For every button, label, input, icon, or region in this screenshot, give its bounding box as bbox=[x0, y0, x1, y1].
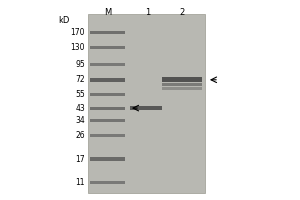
Text: 43: 43 bbox=[75, 104, 85, 113]
Bar bbox=[130, 106, 162, 110]
Bar bbox=[90, 93, 125, 96]
Bar bbox=[90, 107, 125, 110]
Text: kD: kD bbox=[58, 16, 69, 25]
Text: 130: 130 bbox=[70, 43, 85, 52]
Bar bbox=[90, 63, 125, 66]
Bar bbox=[88, 14, 205, 193]
Bar bbox=[90, 78, 125, 82]
Text: 55: 55 bbox=[75, 90, 85, 99]
Text: 2: 2 bbox=[179, 8, 184, 17]
Text: 34: 34 bbox=[75, 116, 85, 125]
Text: 95: 95 bbox=[75, 60, 85, 69]
Text: 1: 1 bbox=[146, 8, 151, 17]
Bar bbox=[90, 46, 125, 49]
Text: 26: 26 bbox=[75, 131, 85, 140]
Text: 170: 170 bbox=[70, 28, 85, 37]
Bar bbox=[162, 83, 202, 86]
Text: 72: 72 bbox=[75, 75, 85, 84]
Bar bbox=[90, 134, 125, 137]
Bar bbox=[90, 181, 125, 184]
Bar bbox=[90, 119, 125, 122]
Text: 11: 11 bbox=[76, 178, 85, 187]
Bar bbox=[90, 31, 125, 34]
Bar bbox=[162, 77, 202, 82]
Bar bbox=[90, 157, 125, 161]
Bar bbox=[162, 87, 202, 90]
Text: M: M bbox=[104, 8, 112, 17]
Text: 17: 17 bbox=[75, 155, 85, 164]
